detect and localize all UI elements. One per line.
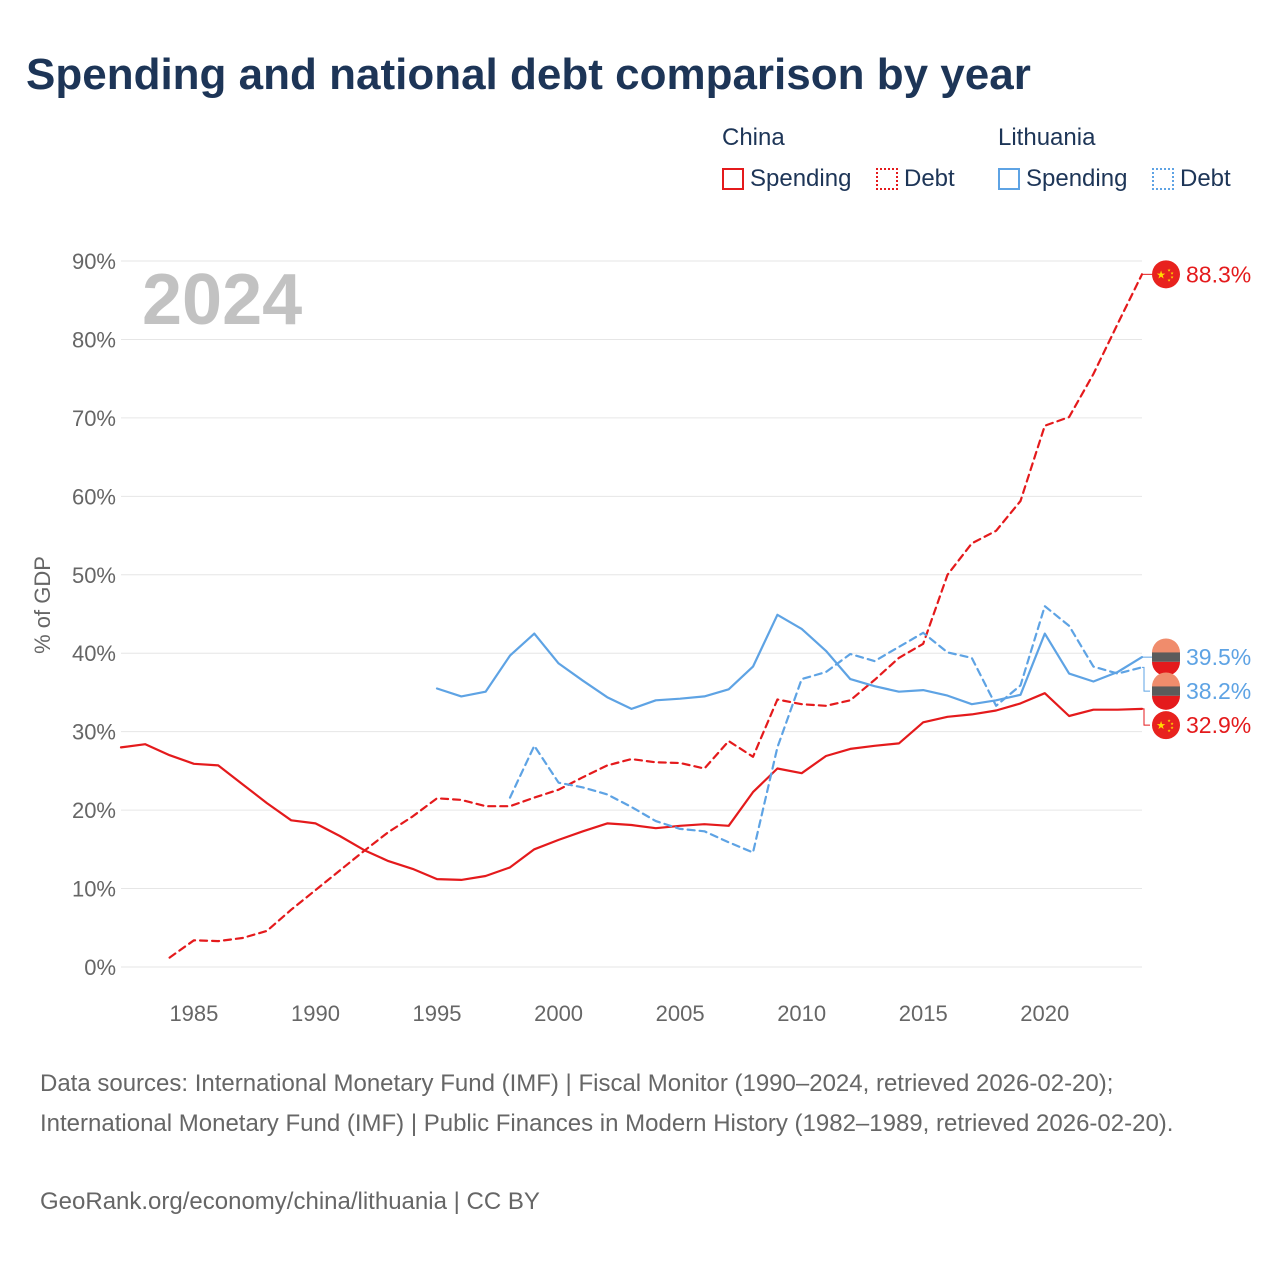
svg-text:★: ★ [1167, 277, 1171, 282]
legend-label: Debt [904, 165, 955, 192]
legend-swatch-dotted-red [876, 168, 898, 190]
series-line-china-spending[interactable] [119, 692, 1144, 882]
legend-china-spending[interactable]: Spending [722, 165, 851, 193]
svg-text:★: ★ [1156, 268, 1166, 281]
y-tick-label: 60% [72, 484, 116, 509]
lithuania-flag-icon [1152, 672, 1180, 710]
end-labels: ★ ★★★★ 88.3%39.5%38.2%★ ★★★★ 32.9% [1142, 260, 1251, 740]
y-tick-label: 50% [72, 563, 116, 588]
end-value-label: 38.2% [1186, 678, 1251, 704]
x-tick-label: 1995 [413, 1001, 462, 1026]
end-label-group: 39.5% [1142, 638, 1251, 676]
y-tick-label: 40% [72, 641, 116, 666]
y-tick-label: 0% [84, 955, 116, 980]
svg-text:★: ★ [1167, 267, 1171, 272]
legend-swatch-solid-blue [998, 168, 1020, 190]
y-axis-label: % of GDP [30, 556, 55, 654]
svg-text:★: ★ [1170, 274, 1174, 279]
legend-label: Debt [1180, 165, 1231, 192]
svg-text:★: ★ [1167, 718, 1171, 723]
end-label-group: ★ ★★★★ 88.3% [1142, 260, 1251, 289]
label-connector [1142, 708, 1150, 726]
x-tick-label: 2015 [899, 1001, 948, 1026]
china-flag-icon: ★ ★★★★ [1152, 260, 1180, 289]
legend-group-china: China [722, 124, 785, 151]
series [119, 273, 1144, 959]
end-value-label: 39.5% [1186, 644, 1251, 670]
svg-text:★: ★ [1156, 719, 1166, 732]
y-tick-label: 70% [72, 406, 116, 431]
svg-text:★: ★ [1170, 725, 1174, 730]
chart-title: Spending and national debt comparison by… [26, 50, 1031, 99]
end-label-group: 38.2% [1142, 666, 1251, 710]
x-tick-label: 2010 [777, 1001, 826, 1026]
legend-swatch-solid-red [722, 168, 744, 190]
legend-lithuania-spending[interactable]: Spending [998, 165, 1127, 193]
y-tick-label: 80% [72, 327, 116, 352]
y-tick-label: 10% [72, 877, 116, 902]
end-label-group: ★ ★★★★ 32.9% [1142, 708, 1251, 740]
legend-label: Spending [750, 165, 852, 192]
svg-text:★: ★ [1167, 728, 1171, 733]
label-connector [1142, 666, 1150, 692]
legend-label: Spending [1026, 165, 1128, 192]
legend-china-debt[interactable]: Debt [876, 165, 955, 193]
end-value-label: 32.9% [1186, 712, 1251, 738]
end-value-label: 88.3% [1186, 261, 1251, 287]
y-tick-label: 20% [72, 798, 116, 823]
legend-swatch-dotted-blue [1152, 168, 1174, 190]
x-tick-label: 1990 [291, 1001, 340, 1026]
svg-text:★: ★ [1170, 270, 1174, 275]
svg-text:★: ★ [1170, 721, 1174, 726]
data-sources: Data sources: International Monetary Fun… [40, 1070, 1174, 1137]
year-watermark: 2024 [142, 260, 302, 340]
china-flag-icon: ★ ★★★★ [1152, 711, 1180, 740]
x-tick-label: 2020 [1020, 1001, 1069, 1026]
lithuania-flag-icon [1152, 638, 1180, 676]
series-line-china-debt[interactable] [168, 273, 1144, 959]
gridlines [121, 260, 1142, 968]
series-line-lithuania-spending[interactable] [435, 613, 1144, 711]
x-tick-label: 2000 [534, 1001, 583, 1026]
y-tick-label: 30% [72, 720, 116, 745]
legend-group-lithuania: Lithuania [998, 124, 1096, 151]
x-tick-label: 2005 [656, 1001, 705, 1026]
attribution: GeoRank.org/economy/china/lithuania | CC… [40, 1188, 540, 1215]
legend-lithuania-debt[interactable]: Debt [1152, 165, 1231, 193]
y-tick-label: 90% [72, 249, 116, 274]
axes: 0% 10% 20% 30% 40% 50% 60% 70% 80% 90% 1985 1990 199… [72, 249, 1069, 1026]
series-line-lithuania-debt[interactable] [508, 605, 1144, 854]
x-tick-label: 1985 [169, 1001, 218, 1026]
